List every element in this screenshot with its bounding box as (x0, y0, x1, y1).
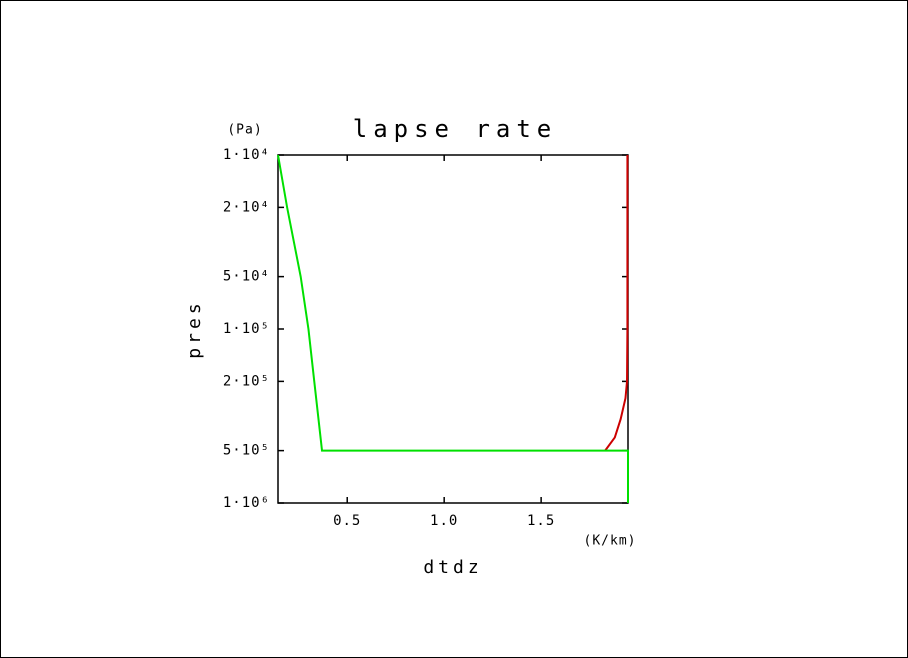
x-axis-label: dtdz (423, 557, 482, 578)
y-tick-label: 5·10⁵ (223, 443, 270, 459)
y-tick-label: 1·10⁴ (223, 147, 270, 163)
y-tick-label: 2·10⁵ (223, 373, 270, 389)
chart-title: lapse rate (353, 115, 558, 143)
x-unit: (K/km) (584, 534, 637, 549)
x-tick-label: 1.5 (527, 513, 555, 529)
y-tick-label: 5·10⁴ (223, 269, 270, 285)
x-tick-label: 0.5 (333, 513, 361, 529)
y-tick-label: 1·10⁵ (223, 321, 270, 337)
line-series (604, 155, 629, 452)
x-tick-label: 1.0 (430, 513, 458, 529)
y-tick-label: 2·10⁴ (223, 199, 270, 215)
y-unit: (Pa) (227, 123, 262, 138)
y-axis-label: pres (184, 299, 205, 358)
y-tick-label: 1·10⁶ (223, 495, 270, 511)
line-series (277, 154, 629, 503)
